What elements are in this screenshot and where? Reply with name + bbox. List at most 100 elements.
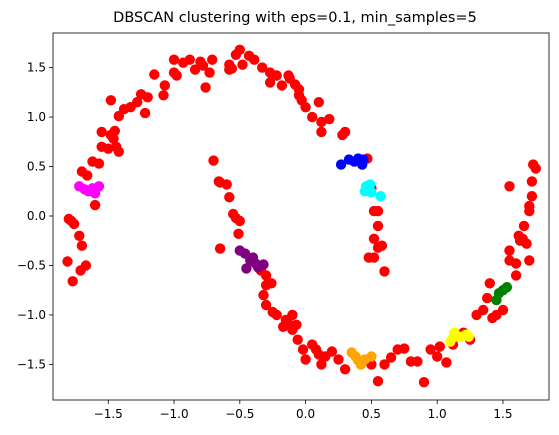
data-point bbox=[379, 359, 390, 370]
data-point bbox=[108, 133, 119, 144]
data-point bbox=[168, 54, 180, 65]
data-point bbox=[113, 110, 125, 122]
x-tick-label: −1.0 bbox=[159, 407, 188, 421]
y-tick-label: −1.5 bbox=[17, 357, 46, 371]
data-point bbox=[142, 92, 153, 103]
data-point bbox=[291, 319, 302, 330]
data-point bbox=[432, 351, 443, 362]
data-point bbox=[93, 181, 105, 192]
data-point bbox=[76, 240, 88, 251]
data-point bbox=[237, 59, 248, 70]
data-point bbox=[221, 179, 232, 190]
data-point bbox=[300, 354, 311, 365]
data-point bbox=[241, 263, 252, 274]
x-tick-label: 1.0 bbox=[428, 407, 447, 421]
x-axis: −1.5 −1.0 −0.5 0.0 0.5 1.0 1.5 bbox=[94, 400, 512, 421]
data-point bbox=[434, 341, 445, 352]
data-points bbox=[62, 44, 541, 388]
data-point bbox=[399, 343, 410, 354]
data-point bbox=[113, 146, 125, 157]
chart-title: DBSCAN clustering with eps=0.1, min_samp… bbox=[113, 10, 477, 26]
data-point bbox=[510, 270, 522, 281]
data-point bbox=[67, 276, 78, 287]
data-point bbox=[526, 176, 538, 187]
data-point bbox=[96, 126, 107, 138]
data-point bbox=[93, 158, 105, 169]
data-point bbox=[292, 334, 303, 345]
data-point bbox=[159, 80, 170, 91]
data-point bbox=[68, 218, 80, 230]
data-point bbox=[316, 116, 327, 128]
data-point bbox=[484, 278, 495, 289]
data-point bbox=[171, 70, 182, 81]
data-point bbox=[368, 252, 380, 263]
data-point bbox=[276, 80, 288, 91]
data-point bbox=[316, 359, 327, 370]
data-point bbox=[482, 292, 493, 304]
data-point bbox=[526, 191, 538, 202]
y-tick-label: −0.5 bbox=[17, 258, 46, 272]
data-point bbox=[82, 170, 93, 181]
data-point bbox=[197, 60, 209, 71]
data-point bbox=[504, 181, 515, 192]
data-point bbox=[260, 299, 272, 311]
data-point bbox=[335, 159, 347, 170]
y-tick-label: 0.0 bbox=[27, 209, 46, 223]
data-point bbox=[524, 200, 535, 212]
data-point bbox=[103, 143, 114, 154]
data-point bbox=[297, 344, 309, 355]
data-point bbox=[385, 352, 397, 363]
data-point bbox=[226, 63, 238, 74]
data-point bbox=[418, 377, 430, 388]
data-point bbox=[233, 228, 244, 239]
data-point bbox=[366, 187, 377, 198]
data-point bbox=[257, 62, 268, 73]
data-point bbox=[214, 243, 226, 254]
data-point bbox=[234, 44, 245, 55]
data-point bbox=[376, 240, 388, 251]
data-point bbox=[521, 238, 532, 249]
data-point bbox=[364, 179, 376, 190]
data-point bbox=[372, 205, 384, 217]
data-point bbox=[149, 69, 160, 80]
data-point bbox=[213, 176, 224, 187]
data-point bbox=[375, 191, 386, 202]
data-point bbox=[497, 304, 509, 316]
data-point bbox=[412, 356, 423, 367]
data-point bbox=[478, 304, 489, 316]
data-point bbox=[524, 255, 535, 266]
x-tick-label: 1.5 bbox=[493, 407, 512, 421]
data-point bbox=[333, 354, 344, 365]
data-point bbox=[105, 95, 117, 106]
axes-frame bbox=[52, 32, 550, 401]
data-point bbox=[139, 107, 151, 119]
data-point bbox=[75, 265, 86, 276]
data-point bbox=[89, 199, 101, 211]
data-point bbox=[313, 97, 324, 108]
data-point bbox=[184, 54, 195, 65]
x-tick-label: −0.5 bbox=[225, 407, 254, 421]
y-tick-label: 1.0 bbox=[27, 110, 46, 124]
data-point bbox=[200, 82, 211, 93]
data-point bbox=[441, 357, 452, 368]
data-point bbox=[287, 309, 298, 321]
data-point bbox=[249, 54, 260, 65]
data-point bbox=[307, 111, 318, 123]
data-point bbox=[264, 77, 276, 88]
data-point bbox=[208, 155, 219, 166]
data-point bbox=[501, 282, 513, 293]
data-point bbox=[132, 97, 143, 108]
data-point bbox=[528, 159, 539, 170]
data-point bbox=[316, 126, 327, 138]
data-point bbox=[234, 215, 245, 227]
data-point bbox=[326, 346, 338, 357]
data-point bbox=[366, 351, 377, 362]
x-tick-label: 0.5 bbox=[362, 407, 381, 421]
data-point bbox=[260, 270, 272, 281]
data-point bbox=[339, 126, 351, 138]
data-point bbox=[189, 64, 201, 75]
data-point bbox=[339, 364, 351, 375]
y-axis: −1.5 −1.0 −0.5 0.0 0.5 1.0 1.5 bbox=[17, 61, 53, 371]
y-tick-label: −1.0 bbox=[17, 308, 46, 322]
data-point bbox=[368, 233, 380, 244]
